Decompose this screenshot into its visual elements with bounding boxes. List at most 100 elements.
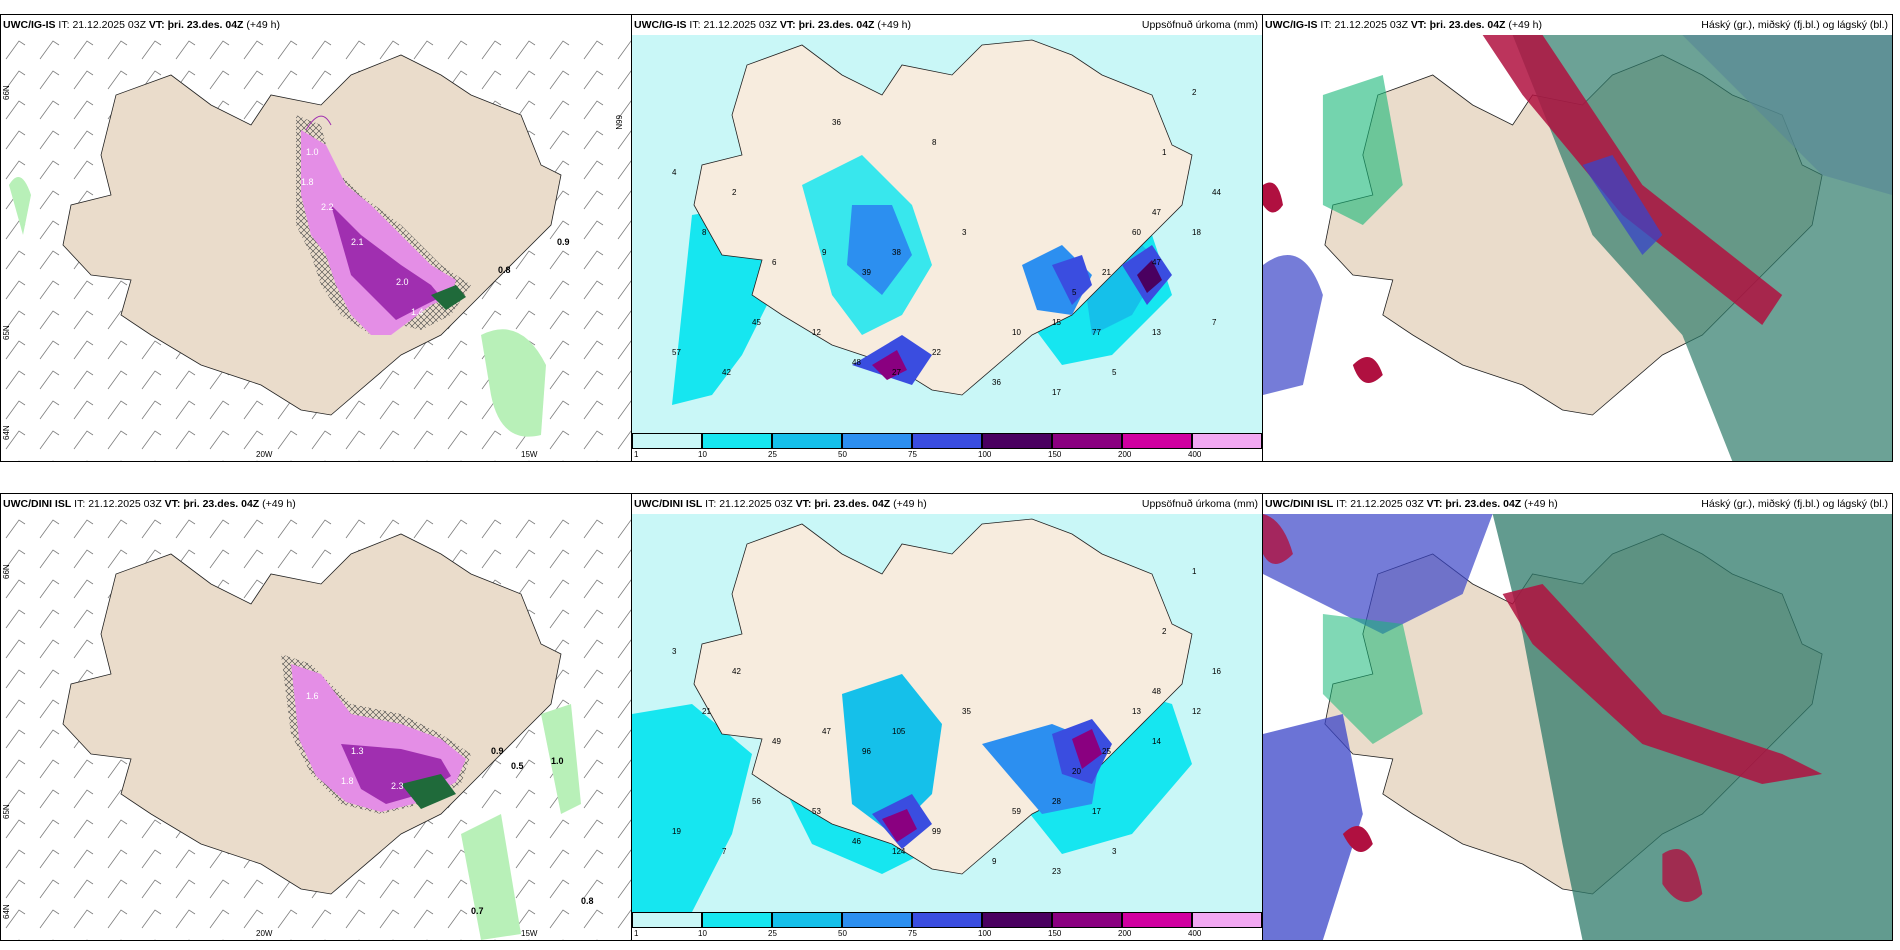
svg-text:1.0: 1.0 xyxy=(306,147,319,157)
vt-value: þri. 23.des. 04Z xyxy=(167,19,244,31)
colorbar-tick: 75 xyxy=(908,450,917,459)
precip-value: 12 xyxy=(812,328,821,337)
precip-value: 42 xyxy=(732,667,741,676)
svg-text:0.7: 0.7 xyxy=(471,906,484,916)
lead-time: (+49 h) xyxy=(1508,19,1542,31)
precip-value: 6 xyxy=(772,258,777,267)
precip-value: 1 xyxy=(1192,567,1197,576)
precip-value: 8 xyxy=(702,228,707,237)
svg-text:15W: 15W xyxy=(521,929,538,938)
lead-time: (+49 h) xyxy=(262,498,296,510)
colorbar-swatch xyxy=(982,912,1052,928)
colorbar-swatch xyxy=(702,912,772,928)
svg-text:65N: 65N xyxy=(2,325,11,340)
svg-text:15W: 15W xyxy=(521,450,538,459)
precip-value: 2 xyxy=(732,188,737,197)
svg-text:2.0: 2.0 xyxy=(396,277,409,287)
colorbar-swatch xyxy=(912,433,982,449)
lead-time: (+49 h) xyxy=(877,19,911,31)
svg-text:1.8: 1.8 xyxy=(341,776,354,786)
precip-value: 39 xyxy=(862,268,871,277)
precip-value: 47 xyxy=(1152,208,1161,217)
colorbar-tick: 400 xyxy=(1188,450,1202,459)
precip-value: 23 xyxy=(1052,867,1061,876)
svg-text:0.5: 0.5 xyxy=(511,761,524,771)
precip-value: 44 xyxy=(1212,188,1221,197)
precip-value: 57 xyxy=(672,348,681,357)
panel-wind-snow-ig: UWC/IG-IS IT: 21.12.2025 03Z VT: þri. 23… xyxy=(0,14,632,462)
precip-value: 45 xyxy=(752,318,761,327)
svg-text:64N: 64N xyxy=(2,904,11,919)
lead-time: (+49 h) xyxy=(893,498,927,510)
svg-text:20W: 20W xyxy=(256,450,273,459)
colorbar-tick: 25 xyxy=(768,929,777,938)
panel-header: UWC/DINI ISL IT: 21.12.2025 03Z VT: þri.… xyxy=(632,494,1262,514)
colorbar-tick: 75 xyxy=(908,929,917,938)
colorbar-tick: 50 xyxy=(838,929,847,938)
svg-text:66N: 66N xyxy=(2,85,11,100)
svg-text:66N: 66N xyxy=(2,564,11,579)
colorbar-swatch xyxy=(772,912,842,928)
colorbar-tick: 10 xyxy=(698,929,707,938)
svg-text:0.8: 0.8 xyxy=(581,896,594,906)
precip-value: 5 xyxy=(1112,368,1117,377)
colorbar-swatch xyxy=(772,433,842,449)
precip-value: 12 xyxy=(1192,707,1201,716)
it-value: 21.12.2025 03Z xyxy=(1334,19,1408,31)
panel-header: UWC/IG-IS IT: 21.12.2025 03Z VT: þri. 23… xyxy=(632,15,1262,35)
precip-value: 10 xyxy=(1012,328,1021,337)
precip-value: 8 xyxy=(932,138,937,147)
precip-value: 48 xyxy=(1152,687,1161,696)
precip-value: 77 xyxy=(1092,328,1101,337)
panel-title: Uppsöfnuð úrkoma (mm) xyxy=(1141,498,1258,510)
svg-text:1.0: 1.0 xyxy=(551,756,564,766)
panel-title: Uppsöfnuð úrkoma (mm) xyxy=(1141,19,1258,31)
panel-precip-ig: UWC/IG-IS IT: 21.12.2025 03Z VT: þri. 23… xyxy=(631,14,1263,462)
colorbar-swatch xyxy=(982,433,1052,449)
it-value: 21.12.2025 03Z xyxy=(719,498,793,510)
svg-text:2.1: 2.1 xyxy=(351,237,364,247)
svg-text:1.3: 1.3 xyxy=(351,746,364,756)
vt-label: VT: xyxy=(1410,19,1427,31)
vt-label: VT: xyxy=(164,498,181,510)
colorbar-tick: 25 xyxy=(768,450,777,459)
precip-value: 20 xyxy=(1072,767,1081,776)
precip-value: 19 xyxy=(672,827,681,836)
map-precip: 1 2 3 42 49 47 21 35 20 25 13 48 105 96 56 53 46 124 99 59 2… xyxy=(632,514,1262,912)
panel-clouds-dini: UWC/DINI ISL IT: 21.12.2025 03Z VT: þri.… xyxy=(1262,493,1893,941)
panel-title: Háský (gr.), miðský (fj.bl.) og lágský (… xyxy=(1701,498,1888,510)
precip-value: 36 xyxy=(832,118,841,127)
precip-value: 38 xyxy=(892,248,901,257)
colorbar-tick: 50 xyxy=(838,450,847,459)
svg-text:1.6: 1.6 xyxy=(306,691,319,701)
precip-value: 25 xyxy=(1102,747,1111,756)
map-clouds xyxy=(1263,35,1892,461)
it-label: IT: xyxy=(1336,498,1348,510)
map-precip: 2 1 4 2 6 9 8 3 5 21 60 47 38 39 45 12 48 27 22 10 15 77 47 18 4… xyxy=(632,35,1262,433)
precip-value: 17 xyxy=(1092,807,1101,816)
vt-label: VT: xyxy=(795,498,812,510)
svg-text:0.9: 0.9 xyxy=(557,237,570,247)
precip-value: 21 xyxy=(1102,268,1111,277)
colorbar-swatch xyxy=(1122,912,1192,928)
model-name: UWC/IG-IS xyxy=(634,19,687,31)
it-value: 21.12.2025 03Z xyxy=(703,19,777,31)
it-label: IT: xyxy=(74,498,86,510)
colorbar-swatch xyxy=(912,912,982,928)
svg-text:1.4: 1.4 xyxy=(411,307,424,317)
precip-value: 60 xyxy=(1132,228,1141,237)
panel-precip-dini: UWC/DINI ISL IT: 21.12.2025 03Z VT: þri.… xyxy=(631,493,1263,941)
svg-text:1.8: 1.8 xyxy=(301,177,314,187)
vt-label: VT: xyxy=(1426,498,1443,510)
precip-value: 1 xyxy=(1162,148,1167,157)
precip-value: 22 xyxy=(932,348,941,357)
precip-value: 35 xyxy=(962,707,971,716)
precip-value: 9 xyxy=(822,248,827,257)
colorbar-tick: 100 xyxy=(978,929,992,938)
precip-value: 16 xyxy=(1212,667,1221,676)
colorbar-tick: 150 xyxy=(1048,450,1062,459)
it-label: IT: xyxy=(58,19,70,31)
precip-value: 27 xyxy=(892,368,901,377)
precip-value: 56 xyxy=(752,797,761,806)
it-label: IT: xyxy=(1320,19,1332,31)
